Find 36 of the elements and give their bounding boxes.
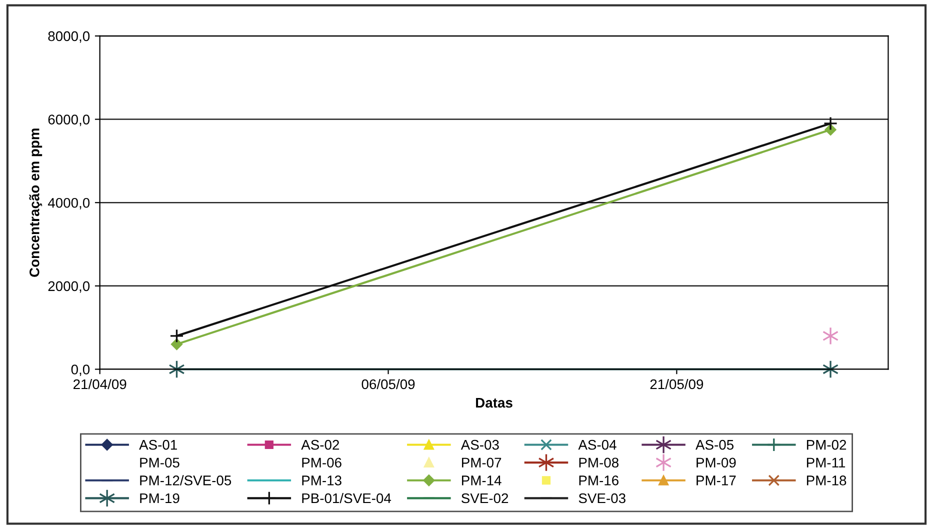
legend-label: PM-14 [462, 476, 502, 486]
legend-label: PM-18 [806, 476, 846, 486]
legend-label: PM-09 [696, 458, 736, 468]
y-tick-label: 8000,0 [48, 31, 90, 43]
text: PM-05 [140, 458, 180, 468]
legend-label: PM-19 [140, 493, 180, 504]
point [823, 116, 838, 131]
point [822, 326, 839, 346]
x-tick-label: 21/05/09 [650, 378, 704, 390]
x-tick-label: 21/04/09 [74, 378, 126, 390]
legend-label: AS-05 [696, 440, 734, 450]
legend-label: PM-12/SVE-05 [140, 475, 232, 486]
y-tick-label: 0,0 [71, 364, 90, 376]
legend-label: SVE-02 [462, 493, 508, 504]
legend-label: SVE-03 [578, 493, 626, 504]
y-tick-label: 2000,0 [48, 281, 90, 293]
y-tick-label: 6000,0 [48, 114, 90, 126]
legend-label: AS-03 [460, 440, 499, 450]
x-axis-title: Datas [476, 398, 512, 408]
point [171, 338, 182, 350]
legend-label: PM-16 [579, 476, 618, 486]
legend-label: AS-01 [139, 440, 177, 450]
legend-label: PM-07 [462, 458, 502, 468]
legend-label: PB-01/SVE-04 [302, 492, 392, 504]
text: PM-11 [806, 458, 846, 468]
y-tick-label: 4000,0 [48, 198, 90, 210]
point [170, 328, 184, 343]
legend-label: AS-02 [301, 440, 340, 450]
text: PM-06 [302, 458, 342, 468]
legend-label: PM-08 [579, 458, 618, 468]
x-tick-label: 06/05/09 [362, 378, 415, 390]
legend-label: AS-04 [578, 440, 616, 450]
legend-label: PM-13 [302, 476, 342, 486]
y-axis-title: Concentração em ppm [29, 128, 42, 277]
legend-label: PM-17 [696, 476, 736, 486]
legend-label: PM-02 [806, 440, 846, 450]
